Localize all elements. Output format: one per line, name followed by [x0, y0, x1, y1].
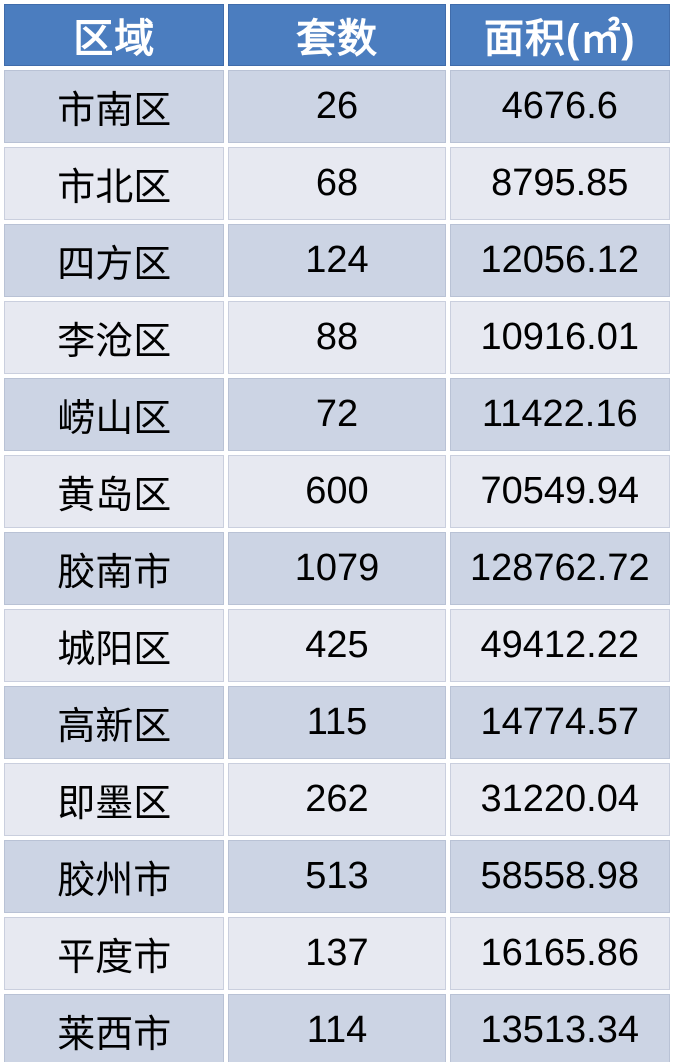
units-cell: 26	[228, 70, 446, 143]
region-cell: 平度市	[4, 917, 225, 990]
table-row: 城阳区 425 49412.22	[4, 609, 670, 682]
units-cell: 68	[228, 147, 446, 220]
area-cell: 12056.12	[449, 224, 670, 297]
header-cell-units: 套数	[228, 4, 446, 66]
region-cell: 市南区	[4, 70, 225, 143]
units-cell: 124	[228, 224, 446, 297]
area-cell: 128762.72	[449, 532, 670, 605]
units-cell: 88	[228, 301, 446, 374]
area-cell: 13513.34	[449, 994, 670, 1062]
units-cell: 137	[228, 917, 446, 990]
region-cell: 胶南市	[4, 532, 225, 605]
table-row: 市南区 26 4676.6	[4, 70, 670, 143]
area-cell: 14774.57	[449, 686, 670, 759]
region-cell: 黄岛区	[4, 455, 225, 528]
area-cell: 58558.98	[449, 840, 670, 913]
table-row: 胶州市 513 58558.98	[4, 840, 670, 913]
units-cell: 114	[228, 994, 446, 1062]
units-cell: 72	[228, 378, 446, 451]
units-cell: 115	[228, 686, 446, 759]
region-cell: 市北区	[4, 147, 225, 220]
units-cell: 425	[228, 609, 446, 682]
region-cell: 即墨区	[4, 763, 225, 836]
units-cell: 1079	[228, 532, 446, 605]
table-row: 莱西市 114 13513.34	[4, 994, 670, 1062]
region-cell: 胶州市	[4, 840, 225, 913]
area-cell: 8795.85	[449, 147, 670, 220]
table-row: 李沧区 88 10916.01	[4, 301, 670, 374]
units-cell: 600	[228, 455, 446, 528]
area-cell: 16165.86	[449, 917, 670, 990]
region-cell: 崂山区	[4, 378, 225, 451]
units-cell: 262	[228, 763, 446, 836]
table-row: 四方区 124 12056.12	[4, 224, 670, 297]
header-cell-area: 面积(㎡)	[449, 4, 670, 66]
table-row: 胶南市 1079 128762.72	[4, 532, 670, 605]
table-row: 崂山区 72 11422.16	[4, 378, 670, 451]
header-row: 区域 套数 面积(㎡)	[4, 4, 670, 66]
area-cell: 11422.16	[449, 378, 670, 451]
region-cell: 李沧区	[4, 301, 225, 374]
region-cell: 四方区	[4, 224, 225, 297]
area-cell: 31220.04	[449, 763, 670, 836]
table-row: 即墨区 262 31220.04	[4, 763, 670, 836]
region-cell: 城阳区	[4, 609, 225, 682]
table-row: 市北区 68 8795.85	[4, 147, 670, 220]
table-row: 平度市 137 16165.86	[4, 917, 670, 990]
region-cell: 莱西市	[4, 994, 225, 1062]
area-cell: 4676.6	[449, 70, 670, 143]
region-cell: 高新区	[4, 686, 225, 759]
header-cell-region: 区域	[4, 4, 225, 66]
table-row: 黄岛区 600 70549.94	[4, 455, 670, 528]
table-body: 市南区 26 4676.6 市北区 68 8795.85 四方区 124 12056.12 李沧区…	[4, 70, 670, 1062]
units-cell: 513	[228, 840, 446, 913]
area-cell: 49412.22	[449, 609, 670, 682]
table-row: 高新区 115 14774.57	[4, 686, 670, 759]
area-cell: 70549.94	[449, 455, 670, 528]
area-cell: 10916.01	[449, 301, 670, 374]
